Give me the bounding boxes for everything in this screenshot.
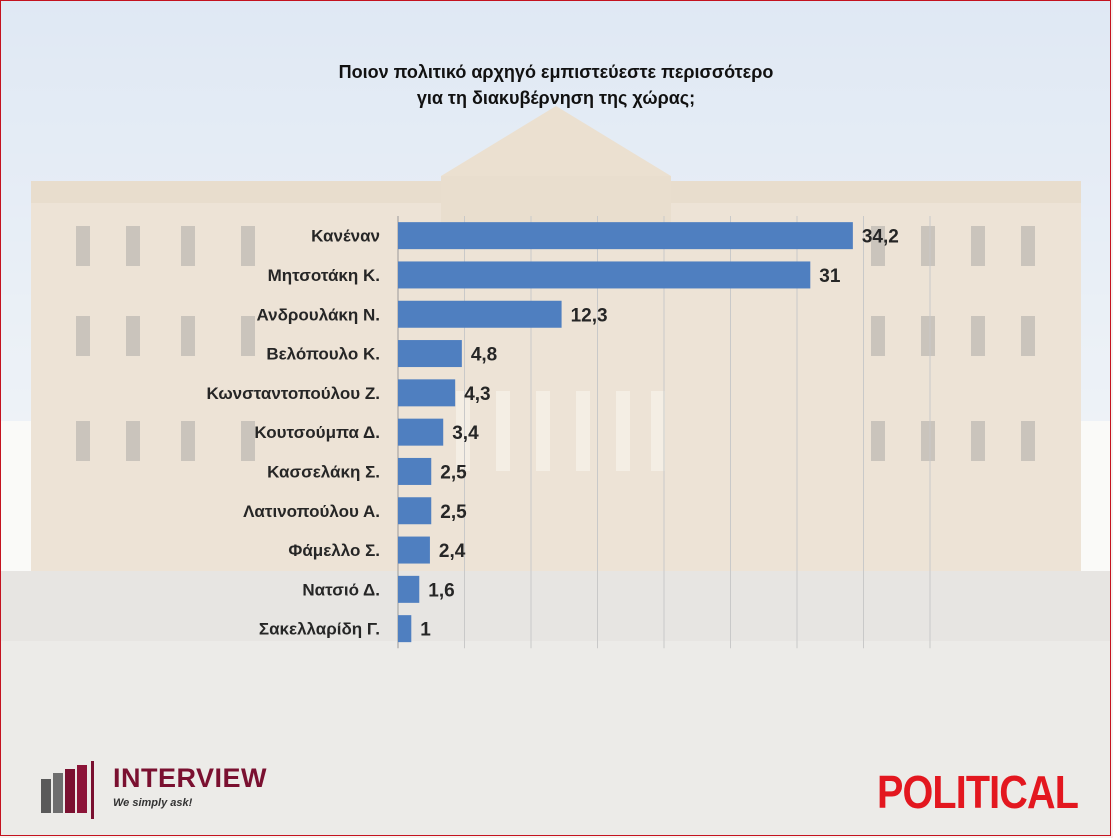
chart-title-line-2: για τη διακυβέρνηση της χώρας; bbox=[416, 88, 696, 108]
bar bbox=[398, 379, 456, 407]
bar bbox=[398, 497, 432, 525]
category-label: Νατσιό Δ. bbox=[302, 580, 380, 599]
bar bbox=[398, 340, 462, 368]
category-label: Βελόπουλο Κ. bbox=[266, 345, 380, 364]
value-label: 1,6 bbox=[428, 580, 454, 601]
category-labels: Κανέναν Μητσοτάκη Κ. Ανδρουλάκη Ν. Βελόπουλ… bbox=[206, 227, 380, 639]
value-labels: 34,2 31 12,3 4,8 4,3 3,4 2,5 2,5 2,4 1,6 1 bbox=[420, 227, 899, 641]
bar bbox=[398, 575, 420, 603]
value-label: 2,4 bbox=[439, 541, 466, 562]
value-label: 1 bbox=[420, 620, 431, 641]
interview-logo-tagline: We simply ask! bbox=[113, 797, 193, 809]
bar bbox=[398, 615, 412, 643]
category-label: Κασσελάκη Σ. bbox=[267, 462, 380, 481]
value-label: 12,3 bbox=[571, 305, 608, 326]
category-label: Φάμελλο Σ. bbox=[288, 541, 380, 560]
bar bbox=[398, 222, 853, 250]
category-label: Λατινοπούλου Α. bbox=[243, 502, 380, 521]
political-logo: POLITICAL bbox=[877, 766, 1079, 818]
interview-logo-name: INTERVIEW bbox=[113, 763, 268, 793]
bar bbox=[398, 418, 444, 446]
value-label: 4,3 bbox=[464, 384, 490, 405]
bars bbox=[398, 222, 853, 643]
category-label: Κανέναν bbox=[311, 227, 380, 246]
category-label: Μητσοτάκη Κ. bbox=[268, 266, 380, 285]
bar bbox=[398, 261, 811, 289]
value-label: 2,5 bbox=[440, 462, 467, 483]
bar bbox=[398, 300, 562, 328]
value-label: 3,4 bbox=[452, 423, 479, 444]
category-label: Κωνσταντοπούλου Ζ. bbox=[206, 384, 380, 403]
value-label: 34,2 bbox=[862, 227, 899, 248]
bar bbox=[398, 536, 430, 564]
interview-logo-icon bbox=[41, 761, 94, 819]
value-label: 4,8 bbox=[471, 345, 497, 366]
category-label: Κουτσούμπα Δ. bbox=[254, 423, 380, 442]
category-label: Ανδρουλάκη Ν. bbox=[257, 305, 381, 324]
category-label: Σακελλαρίδη Γ. bbox=[259, 620, 380, 639]
bar bbox=[398, 457, 432, 485]
value-label: 31 bbox=[819, 266, 841, 287]
chart-title: Ποιον πολιτικό αρχηγό εμπιστεύεστε περισ… bbox=[201, 59, 911, 111]
value-label: 2,5 bbox=[440, 502, 467, 523]
chart-title-line-1: Ποιον πολιτικό αρχηγό εμπιστεύεστε περισ… bbox=[338, 62, 774, 82]
